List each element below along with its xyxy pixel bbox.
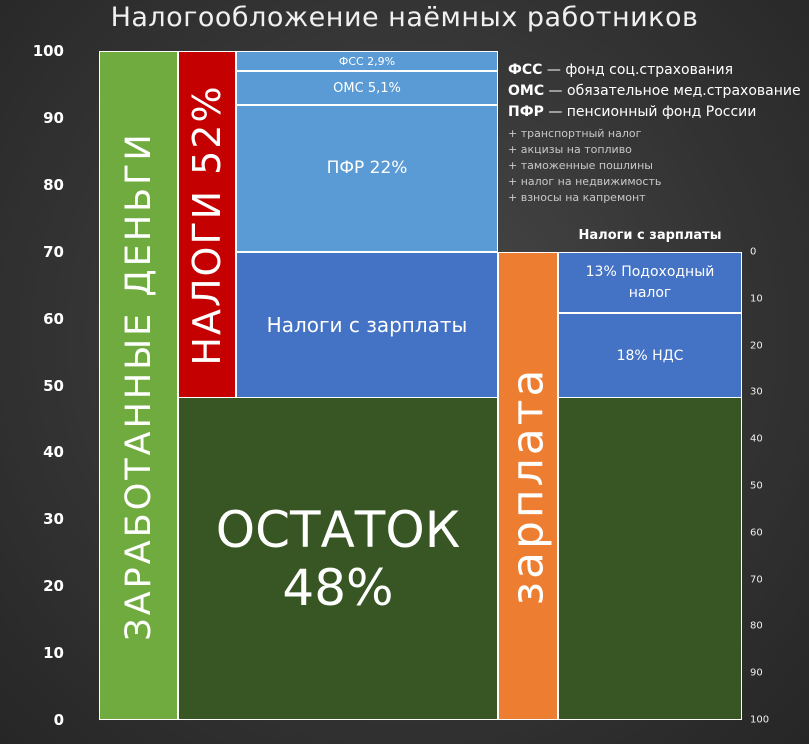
earned-money-label: ЗАРАБОТАННЫЕ ДЕНЬГИ xyxy=(118,130,159,641)
y-tick-label: 70 xyxy=(43,242,64,261)
vat-label: 18% НДС xyxy=(616,347,684,364)
remainder-percent: 48% xyxy=(282,558,394,617)
remainder-label: ОСТАТОК xyxy=(215,500,461,559)
income-tax-label: 13% Подоходный налог xyxy=(585,263,715,301)
legend-description: — пенсионный фонд России xyxy=(543,104,757,120)
fss-label: ФСС 2,9% xyxy=(338,54,396,68)
y-tick-label: 40 xyxy=(43,443,64,462)
taxes-block: НАЛОГИ 52% xyxy=(178,51,236,398)
extra-tax-item: + акцизы на топливо xyxy=(508,143,632,156)
salary-block: зарплата xyxy=(498,252,558,720)
y-tick-label: 100 xyxy=(32,42,64,60)
secondary-tick-label: 0 xyxy=(750,246,757,258)
salary-taxes-title: Налоги с зарплаты xyxy=(578,228,722,243)
legend-entry: ОМС — обязательное мед.страхование xyxy=(508,81,801,102)
secondary-tick-label: 50 xyxy=(750,480,763,492)
pfr-label: ПФР 22% xyxy=(326,158,408,178)
salary-label: зарплата xyxy=(502,366,554,606)
y-tick-label: 0 xyxy=(53,711,64,729)
secondary-tick-label: 70 xyxy=(750,574,763,586)
extra-tax-item: + налог на недвижимость xyxy=(508,175,662,188)
y-tick-label: 90 xyxy=(43,108,64,127)
legend-abbr: ОМС xyxy=(508,83,545,99)
salary-taxes-block: Налоги с зарплаты xyxy=(236,252,498,398)
extra-tax-item: + взносы на капремонт xyxy=(508,191,646,204)
vat-block: 18% НДС xyxy=(558,313,742,398)
oms-label: ОМС 5,1% xyxy=(333,80,401,96)
y-tick-label: 30 xyxy=(43,510,64,529)
legend-abbr: ФСС xyxy=(508,62,543,78)
remainder-block: ОСТАТОК 48% xyxy=(178,397,498,720)
chart-title: Налогообложение наёмных работников xyxy=(110,2,699,33)
secondary-axis: 0 10 20 30 40 50 60 70 80 90 100 xyxy=(742,0,802,744)
fss-block: ФСС 2,9% xyxy=(236,51,498,71)
oms-block: ОМС 5,1% xyxy=(236,71,498,105)
y-tick-label: 10 xyxy=(43,644,64,663)
secondary-tick-label: 10 xyxy=(750,293,763,305)
legend-description: — фонд соц.страхования xyxy=(542,62,734,78)
secondary-tick-label: 20 xyxy=(750,340,763,352)
secondary-tick-label: 100 xyxy=(750,714,770,726)
legend: ФСС — фонд соц.страхования ОМС — обязател… xyxy=(508,60,801,123)
y-tick-label: 60 xyxy=(43,309,64,328)
salary-remainder-block xyxy=(558,397,742,720)
extra-tax-item: + таможенные пошлины xyxy=(508,159,653,172)
secondary-tick-label: 40 xyxy=(750,433,763,445)
salary-taxes-label: Налоги с зарплаты xyxy=(266,313,468,337)
secondary-tick-label: 90 xyxy=(750,667,763,679)
income-tax-block: 13% Подоходный налог xyxy=(558,252,742,313)
legend-description: — обязательное мед.страхование xyxy=(544,83,801,99)
y-tick-label: 20 xyxy=(43,577,64,596)
extra-taxes-list: + транспортный налог + акцизы на топливо +… xyxy=(508,126,661,206)
y-tick-label: 50 xyxy=(43,376,64,395)
secondary-tick-label: 80 xyxy=(750,620,763,632)
y-tick-label: 80 xyxy=(43,175,64,194)
y-axis: 0 10 20 30 40 50 60 70 80 90 100 xyxy=(0,0,72,744)
pfr-block: ПФР 22% xyxy=(236,105,498,252)
extra-tax-item: + транспортный налог xyxy=(508,127,642,140)
legend-entry: ПФР — пенсионный фонд России xyxy=(508,102,801,123)
secondary-tick-label: 60 xyxy=(750,527,763,539)
taxes-label: НАЛОГИ 52% xyxy=(185,83,229,366)
legend-entry: ФСС — фонд соц.страхования xyxy=(508,60,801,81)
secondary-tick-label: 30 xyxy=(750,386,763,398)
earned-money-block: ЗАРАБОТАННЫЕ ДЕНЬГИ xyxy=(99,51,178,720)
legend-abbr: ПФР xyxy=(508,104,544,120)
